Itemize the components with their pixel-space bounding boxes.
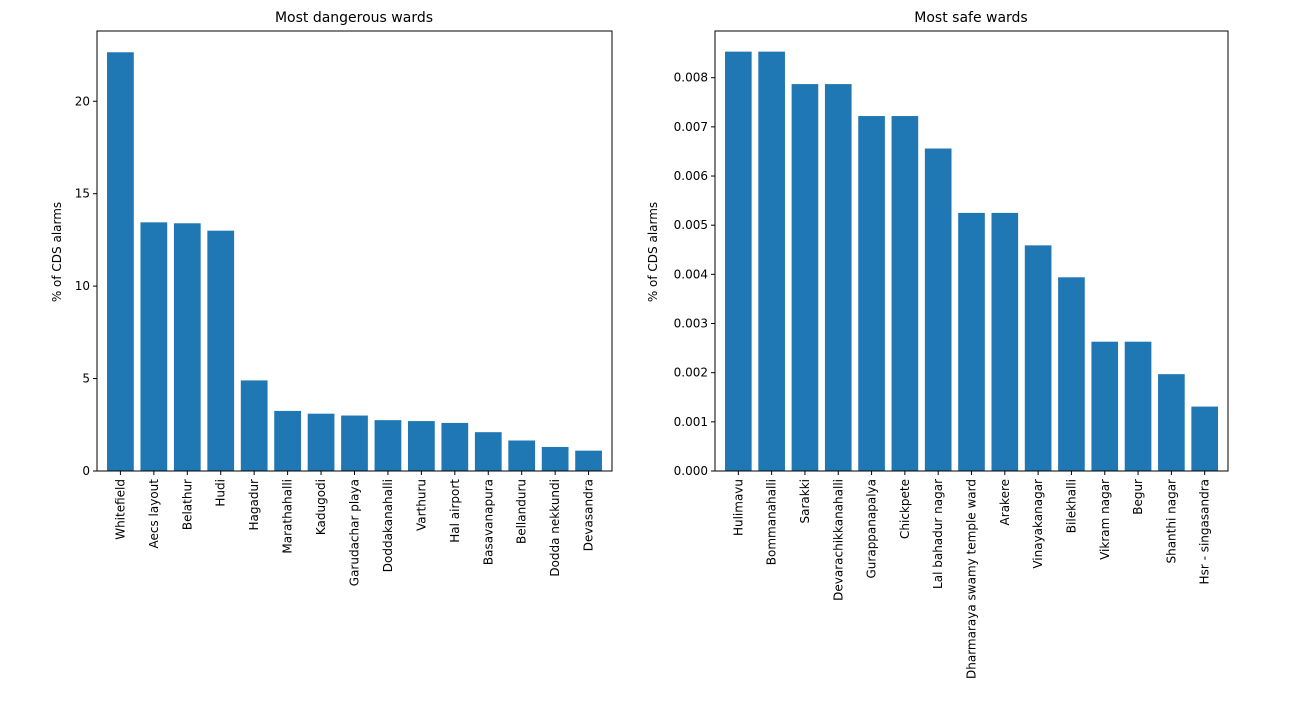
bar-hulimavu [724,51,752,472]
x-tick-label: Devarachikkanahalli [831,479,845,601]
x-tick-label: Garudachar playa [348,479,362,586]
x-tick-label: Lal bahadur nagar [931,479,945,589]
y-tick-label: 0.003 [674,317,708,331]
bar-hagadur [240,380,268,471]
chart-most-safe-wards: Most safe wards % of CDS alarms 0.0000.0… [646,10,1229,679]
bar-hudi [207,230,235,471]
y-tick-label: 10 [75,279,90,293]
x-tick-label: Vinayakanagar [1031,479,1045,569]
bar-dodda-nekkundi [541,446,569,471]
bar-bilekhalli [1058,277,1085,471]
bar-garudachar-playa [341,415,368,471]
x-tick-label: Aecs layout [147,479,161,549]
bar-group [107,52,602,471]
x-tick-label: Whitefield [113,479,127,540]
x-tick-label: Hsr - singasandra [1198,479,1212,584]
bar-arakere [991,212,1019,471]
x-tick-label: Hagadur [247,479,261,531]
bar-devasandra [575,450,602,471]
chart-most-dangerous-wards: Most dangerous wards % of CDS alarms 0 5 1… [50,10,613,586]
y-tick-label: 20 [75,94,90,108]
bar-dharmaraya-swamy-temple-ward [958,212,985,471]
chart-title: Most safe wards [914,10,1027,26]
bar-chickpete [891,116,919,472]
bar-kadugodi [307,413,335,471]
bar-varthuru [408,421,435,471]
x-tick-label: Devasandra [582,479,596,551]
y-tick-label: 0.004 [674,267,708,281]
x-tick-label: Sarakki [798,479,812,524]
bar-bommanahalli [758,51,785,472]
x-ticks: Hulimavu Bommanahalli Sarakki Devarachikkan… [731,471,1212,679]
chart-title: Most dangerous wards [275,10,433,26]
bar-shanthi-nagar [1158,374,1185,471]
bar-bellanduru [508,440,536,471]
bar-basavanapura [474,432,502,471]
y-tick-label: 0.001 [674,415,708,429]
bar-vikram-nagar [1091,341,1119,471]
y-tick-label: 0.005 [674,218,708,232]
bar-doddakanahalli [374,420,402,471]
y-tick-label: 0.002 [674,366,708,380]
y-tick-label: 0.007 [674,120,708,134]
bar-whitefield [107,52,134,471]
y-tick-label: 0.000 [674,464,708,478]
bar-devarachikkanahalli [824,84,852,471]
x-tick-label: Vikram nagar [1098,479,1112,560]
plot-frame [714,30,1229,472]
y-axis-label: % of CDS alarms [50,202,64,302]
y-axis-label: % of CDS alarms [646,202,660,302]
x-tick-label: Gurappanapalya [865,479,879,579]
y-ticks: 0 5 10 15 20 [75,94,97,478]
y-tick-label: 15 [75,187,90,201]
y-ticks: 0.000 0.001 0.002 0.003 0.004 0.005 0.006 0.007… [674,71,715,478]
bar-begur [1124,341,1152,471]
y-tick-label: 0 [82,464,90,478]
y-tick-label: 0.006 [674,169,708,183]
bar-lal-bahadur-nagar [924,148,952,471]
x-tick-label: Begur [1131,479,1145,515]
x-tick-label: Arakere [998,479,1012,525]
y-tick-label: 0.008 [674,71,708,85]
x-tick-label: Bilekhalli [1064,479,1078,533]
x-tick-label: Kadugodi [314,479,328,535]
x-tick-label: Varthuru [414,479,428,531]
x-tick-label: Hal airport [448,479,462,543]
bar-hal-airport [441,422,469,471]
x-tick-label: Basavanapura [481,479,495,565]
bar-sarakki [791,84,819,471]
x-tick-label: Shanthi nagar [1164,479,1178,564]
x-tick-label: Hulimavu [731,479,745,536]
x-tick-label: Belathur [180,479,194,530]
x-tick-label: Bommanahalli [765,479,779,565]
bar-group [724,51,1219,472]
bar-marathahalli [274,410,301,471]
x-tick-label: Dharmaraya swamy temple ward [965,479,979,679]
y-tick-label: 5 [82,372,90,386]
bar-gurappanapalya [858,116,885,472]
x-tick-label: Dodda nekkundi [548,479,562,577]
bar-belathur [173,223,201,471]
bar-aecs-layout [140,222,168,471]
x-tick-label: Marathahalli [281,479,295,554]
x-tick-label: Hudi [214,479,228,507]
x-ticks: Whitefield Aecs layout Belathur Hudi Hagadur… [113,471,596,586]
bar-hsr-singasandra [1191,406,1219,471]
bar-vinayakanagar [1024,245,1052,471]
x-tick-label: Bellanduru [515,479,529,544]
plot-frame [96,30,613,472]
x-tick-label: Chickpete [898,479,912,539]
x-tick-label: Doddakanahalli [381,479,395,572]
